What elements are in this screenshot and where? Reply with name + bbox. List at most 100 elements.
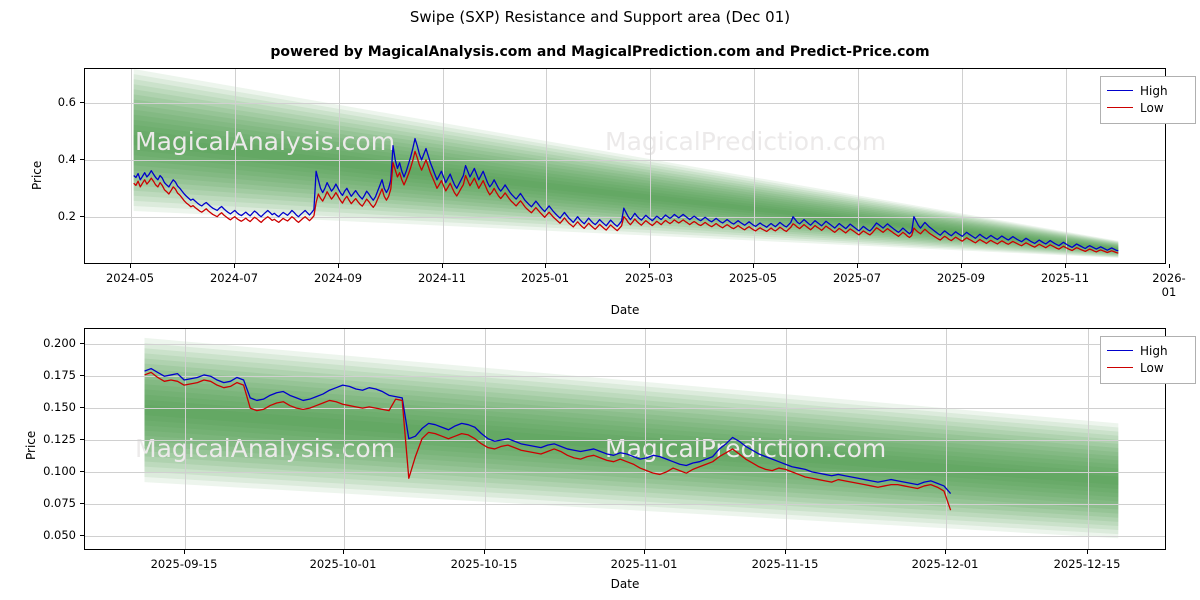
legend-row-high: High: [1107, 82, 1187, 99]
y-tick-label: 0.4: [57, 152, 76, 166]
x-tick-label: 2025-12-15: [1053, 557, 1121, 571]
x-tick-label: 2024-07: [209, 271, 259, 285]
y-tick-mark: [80, 375, 84, 376]
gridline-vertical: [946, 329, 947, 549]
legend-row-high: High: [1107, 342, 1187, 359]
series-line-low: [144, 371, 952, 511]
x-tick-mark: [785, 550, 786, 554]
legend-top: High Low: [1100, 76, 1196, 124]
plot-area-bottom: MagicalAnalysis.com MagicalPrediction.com: [84, 328, 1166, 550]
y-tick-mark: [80, 471, 84, 472]
x-tick-mark: [1087, 550, 1088, 554]
x-tick-label: 2024-05: [105, 271, 155, 285]
x-tick-label: 2025-12-01: [911, 557, 979, 571]
gridline-vertical: [962, 69, 963, 263]
x-tick-mark: [1169, 264, 1170, 268]
y-tick-label: 0.100: [43, 464, 76, 478]
gridline-vertical: [344, 329, 345, 549]
y-tick-label: 0.200: [43, 336, 76, 350]
x-tick-label: 2025-03: [624, 271, 674, 285]
gridline-vertical: [131, 69, 132, 263]
x-tick-mark: [753, 264, 754, 268]
legend-label-high: High: [1140, 83, 1168, 98]
x-tick-label: 2025-05: [728, 271, 778, 285]
gridline-vertical: [443, 69, 444, 263]
x-tick-label: 2025-09: [936, 271, 986, 285]
y-tick-mark: [80, 535, 84, 536]
series-line-low: [133, 150, 1119, 254]
legend-row-low: Low: [1107, 99, 1187, 116]
gridline-horizontal: [85, 376, 1165, 377]
x-tick-mark: [130, 264, 131, 268]
y-tick-mark: [80, 159, 84, 160]
legend-swatch-low: [1107, 107, 1133, 108]
x-tick-mark: [961, 264, 962, 268]
y-tick-label: 0.075: [43, 496, 76, 510]
x-tick-mark: [484, 550, 485, 554]
legend-swatch-low: [1107, 367, 1133, 368]
y-tick-label: 0.050: [43, 528, 76, 542]
chart-panel-top: MagicalAnalysis.com MagicalPrediction.com…: [30, 68, 1196, 317]
gridline-vertical: [786, 329, 787, 549]
x-tick-mark: [644, 550, 645, 554]
gridline-vertical: [485, 329, 486, 549]
x-tick-mark: [184, 550, 185, 554]
gridline-vertical: [235, 69, 236, 263]
chart-panel-bottom: MagicalAnalysis.com MagicalPrediction.com…: [0, 320, 1200, 600]
x-tick-label: 2025-11: [1040, 271, 1090, 285]
legend-label-high: High: [1140, 343, 1168, 358]
legend-label-low: Low: [1140, 100, 1164, 115]
plot-area-top: MagicalAnalysis.com MagicalPrediction.com…: [84, 68, 1166, 264]
x-axis-label-top: Date: [610, 303, 640, 317]
gridline-vertical: [185, 329, 186, 549]
gridline-horizontal: [85, 440, 1165, 441]
series-line-high: [133, 137, 1119, 252]
gridline-horizontal: [85, 472, 1165, 473]
gridline-vertical: [754, 69, 755, 263]
gridline-vertical: [339, 69, 340, 263]
y-tick-label: 0.175: [43, 368, 76, 382]
y-tick-label: 0.2: [57, 209, 76, 223]
gridline-horizontal: [85, 103, 1165, 104]
y-tick-label: 0.150: [43, 400, 76, 414]
y-tick-mark: [80, 407, 84, 408]
gridline-vertical: [650, 69, 651, 263]
x-tick-mark: [945, 550, 946, 554]
x-tick-mark: [545, 264, 546, 268]
gridline-vertical: [1088, 329, 1089, 549]
x-tick-mark: [857, 264, 858, 268]
gridline-horizontal: [85, 160, 1165, 161]
x-tick-label: 2024-11: [417, 271, 467, 285]
x-tick-label: 2025-01: [520, 271, 570, 285]
y-tick-mark: [80, 439, 84, 440]
gridline-vertical: [546, 69, 547, 263]
gridline-horizontal: [85, 344, 1165, 345]
y-tick-label: 0.125: [43, 432, 76, 446]
legend-row-low: Low: [1107, 359, 1187, 376]
x-tick-mark: [338, 264, 339, 268]
x-tick-mark: [442, 264, 443, 268]
gridline-vertical: [1066, 69, 1067, 263]
y-tick-mark: [80, 102, 84, 103]
x-tick-label: 2025-11-01: [610, 557, 678, 571]
y-tick-mark: [80, 503, 84, 504]
x-tick-label: 2025-07: [832, 271, 882, 285]
x-tick-label: 2024-09: [313, 271, 363, 285]
x-tick-label: 2025-11-15: [751, 557, 819, 571]
y-tick-mark: [80, 343, 84, 344]
x-axis-label-bottom: Date: [610, 577, 640, 591]
x-tick-mark: [343, 550, 344, 554]
legend-swatch-high: [1107, 90, 1133, 91]
gridline-horizontal: [85, 536, 1165, 537]
gridline-vertical: [645, 329, 646, 549]
series-line-high: [144, 367, 952, 495]
page-subtitle: powered by MagicalAnalysis.com and Magic…: [270, 44, 930, 60]
x-tick-mark: [1065, 264, 1066, 268]
x-tick-mark: [649, 264, 650, 268]
x-tick-mark: [234, 264, 235, 268]
x-tick-label: 2025-09-15: [150, 557, 218, 571]
x-tick-label: 2025-10-15: [450, 557, 518, 571]
gridline-horizontal: [85, 504, 1165, 505]
legend-swatch-high: [1107, 350, 1133, 351]
y-tick-label: 0.6: [57, 95, 76, 109]
